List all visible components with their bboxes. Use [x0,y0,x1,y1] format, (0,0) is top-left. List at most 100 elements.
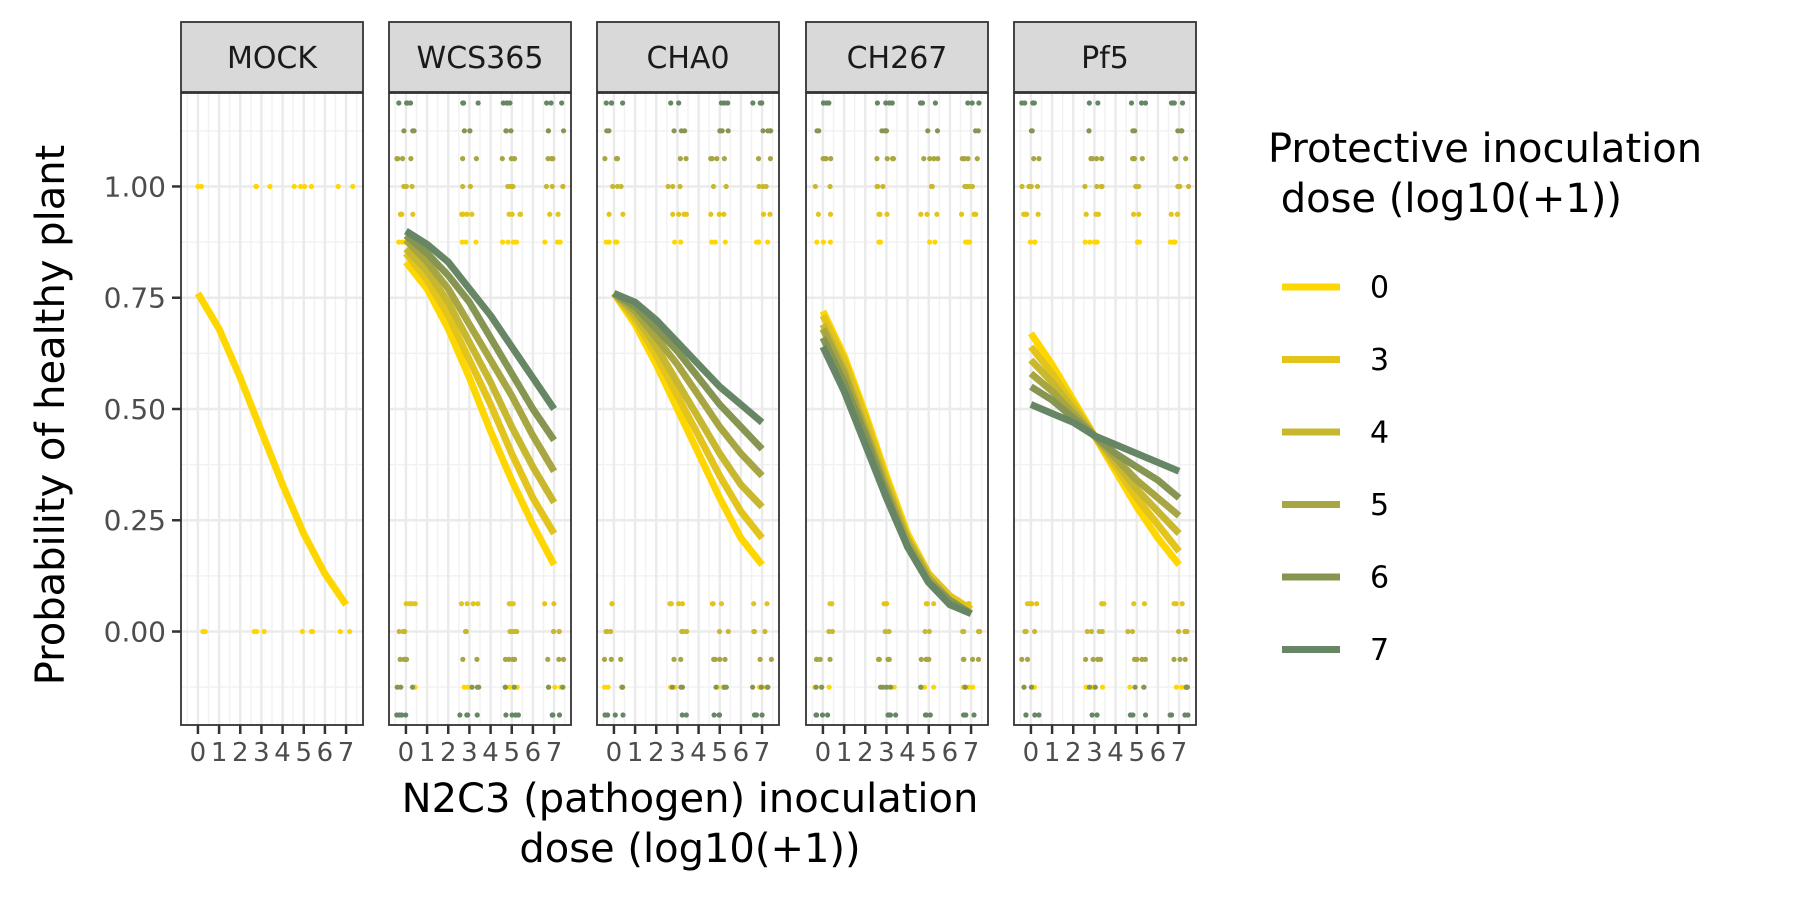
x-tick-label: 3 [669,738,686,768]
observation-point [510,601,516,607]
observation-point [962,239,969,245]
observation-point [1130,156,1136,162]
observation-point [549,183,555,190]
observation-point [884,211,890,217]
observation-point [676,100,682,106]
observation-point [467,183,473,190]
observation-point [820,239,826,245]
observation-point [1094,156,1100,162]
observation-point [725,628,731,635]
observation-point [602,156,608,162]
panel-border [596,92,780,726]
observation-point [725,128,731,134]
observation-point [717,656,723,662]
observation-point [966,239,973,245]
x-tick-label: 6 [733,738,750,768]
observation-point [965,156,971,162]
observation-point [509,628,515,635]
observation-point [267,183,273,190]
facet-panel-pf5: Pf5 0 1 2 3 4 5 6 7 [1013,21,1197,768]
observation-point [881,601,887,607]
observation-point [610,183,616,190]
observation-point [473,239,479,245]
observation-point [1141,684,1147,690]
observation-point [457,712,463,718]
observation-point [503,128,509,134]
legend-label: 5 [1370,488,1389,523]
observation-point [399,156,406,162]
observation-point [505,239,511,245]
observation-point [678,656,684,662]
observation-point [1130,712,1136,718]
observation-point [671,128,677,134]
observation-point [545,656,551,662]
legend-entry-0: 0 [1282,271,1389,306]
fitted-curve-5 [403,237,558,474]
observation-point [1023,712,1029,718]
x-tick-label: 5 [1128,738,1145,768]
observation-point [714,156,720,162]
observation-point [893,712,899,718]
observation-point [935,156,941,162]
x-tick-label: 1 [1044,738,1061,768]
observation-point [407,601,413,607]
observation-point [932,239,938,245]
observation-point [609,601,615,607]
panel-border [805,92,989,726]
x-tick-label: 4 [899,738,916,768]
observation-point [408,156,414,162]
observation-point [885,712,891,718]
observation-point [969,100,975,106]
legend: Protective inoculation dose (log10(+1)) 0… [1268,126,1702,668]
x-tick-label: 3 [253,738,270,768]
observation-point [1029,601,1035,607]
observation-point [400,628,406,635]
x-tick-label: 3 [461,738,478,768]
observation-point [542,239,548,245]
observation-point [1125,628,1131,635]
legend-title-line: Protective inoculation [1268,126,1702,172]
observation-point [961,656,967,662]
observation-point [510,239,517,245]
observation-point [547,211,553,217]
facet-strip-label: CH267 [847,41,948,76]
observation-point [557,239,563,245]
observation-point [813,684,819,690]
observation-point [931,156,937,162]
observation-point [545,156,551,162]
observation-point [1183,156,1189,162]
observation-point [1179,100,1186,106]
observation-point [612,712,618,718]
observation-point [760,211,767,217]
observation-point [755,156,762,162]
x-tick-label: 0 [606,738,623,768]
observation-point [1136,239,1143,245]
observation-point [1028,684,1034,690]
observation-point [620,211,626,217]
x-tick-label: 6 [317,738,334,768]
observation-point [958,211,965,217]
observation-point [975,656,982,662]
x-tick-label: 5 [711,738,728,768]
observation-point [337,628,343,635]
legend-label: 6 [1370,561,1389,596]
x-tick-label: 4 [690,738,707,768]
observation-point [398,684,404,690]
observation-point [514,628,520,635]
observation-point [458,601,465,607]
x-axis-title: N2C3 (pathogen) inoculation dose (log10(+… [402,776,979,872]
observation-point [750,684,756,690]
fitted-curve-7 [819,345,973,617]
observation-point [499,156,505,162]
observation-point [672,239,678,245]
facet-strip [1013,21,1197,93]
observation-point [710,183,717,190]
observation-point [716,712,722,718]
observation-point [718,601,725,607]
observation-point [931,601,937,607]
observation-point [890,156,897,162]
fitted-curve-3 [403,251,558,536]
observation-point [827,656,833,662]
observation-point [932,100,938,106]
observation-point [1184,628,1190,635]
